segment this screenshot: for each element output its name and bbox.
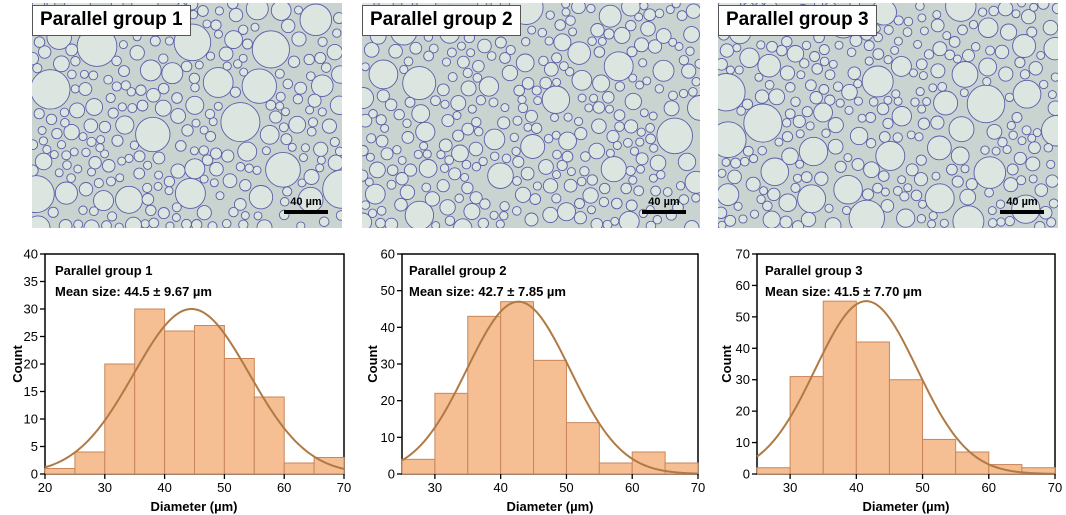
y-tick-label: 0 xyxy=(31,467,38,482)
x-tick-label: 70 xyxy=(1048,480,1062,495)
chart-subtitle: Mean size: 41.5 ± 7.70 µm xyxy=(765,284,922,299)
histogram-bar xyxy=(822,300,857,475)
y-axis-label: Count xyxy=(365,345,380,383)
x-axis-label: Diameter (µm) xyxy=(863,499,950,514)
histogram-chart-2: 30 40 50 60 70 0 10 20 30 40 50 60 Parallel group 2… xyxy=(365,247,705,515)
micrograph-label: Parallel group 1 xyxy=(32,5,191,36)
micrograph-3: Parallel group 3 40 µm xyxy=(718,3,1058,228)
y-tick-label: 60 xyxy=(736,278,750,293)
y-tick-label: 30 xyxy=(736,372,750,387)
chart-title: Parallel group 1 xyxy=(55,263,153,278)
scale-bar-line xyxy=(1000,210,1044,214)
histogram-chart-1: 20 30 40 50 60 70 0 5 10 15 20 25 30 35 40 Parallel gr… xyxy=(10,247,351,515)
y-tick-label: 70 xyxy=(736,247,750,262)
y-axis-label: Count xyxy=(719,345,734,383)
x-tick-label: 40 xyxy=(157,480,171,495)
x-tick-label: 70 xyxy=(691,480,705,495)
scale-bar-label: 40 µm xyxy=(290,196,322,208)
x-tick-label: 40 xyxy=(493,480,507,495)
x-axis-label: Diameter (µm) xyxy=(507,499,594,514)
y-tick-label: 10 xyxy=(24,412,38,427)
histogram-bar xyxy=(253,396,285,475)
x-tick-label: 30 xyxy=(98,480,112,495)
histogram-bar xyxy=(533,359,567,475)
chart-title: Parallel group 3 xyxy=(765,263,863,278)
scale-bar-label: 40 µm xyxy=(1006,196,1038,208)
y-tick-label: 20 xyxy=(381,393,395,408)
histogram-bar xyxy=(223,358,255,475)
y-tick-label: 30 xyxy=(24,302,38,317)
y-tick-label: 50 xyxy=(381,283,395,298)
y-tick-label: 40 xyxy=(736,341,750,356)
histogram-bar xyxy=(565,422,600,475)
scale-bar-label: 40 µm xyxy=(648,196,680,208)
y-tick-label: 0 xyxy=(388,467,395,482)
y-tick-label: 60 xyxy=(381,247,395,262)
scale-bar-line xyxy=(284,210,328,214)
y-tick-label: 20 xyxy=(736,404,750,419)
scale-bar-line xyxy=(642,210,686,214)
normal-fit-curve xyxy=(756,300,1056,475)
x-tick-label: 50 xyxy=(217,480,231,495)
histogram-bar xyxy=(467,315,502,475)
x-axis-label: Diameter (µm) xyxy=(151,499,238,514)
histogram-chart-3: 30 40 50 60 70 0 10 20 30 40 50 60 70 Parallel group… xyxy=(719,247,1062,515)
y-axis-label: Count xyxy=(10,345,25,383)
droplet-image xyxy=(718,3,1058,228)
micrograph-label: Parallel group 3 xyxy=(718,5,877,36)
micrograph-label: Parallel group 2 xyxy=(362,5,521,36)
x-tick-label: 50 xyxy=(915,480,929,495)
scale-bar: 40 µm xyxy=(284,196,328,214)
y-tick-label: 5 xyxy=(31,439,38,454)
y-tick-label: 30 xyxy=(381,357,395,372)
scale-bar: 40 µm xyxy=(1000,196,1044,214)
y-tick-label: 0 xyxy=(743,467,750,482)
histogram-bar xyxy=(664,462,699,475)
histogram-bar xyxy=(888,379,924,475)
histogram-bar xyxy=(756,467,791,475)
y-tick-label: 40 xyxy=(381,320,395,335)
y-tick-label: 15 xyxy=(24,384,38,399)
y-tick-label: 10 xyxy=(736,435,750,450)
x-tick-label: 60 xyxy=(625,480,639,495)
scale-bar: 40 µm xyxy=(642,196,686,214)
normal-fit-curve xyxy=(44,307,345,470)
histogram-bar xyxy=(955,451,990,475)
x-tick-label: 50 xyxy=(559,480,573,495)
x-tick-label: 70 xyxy=(337,480,351,495)
chart-subtitle: Mean size: 44.5 ± 9.67 µm xyxy=(55,284,212,299)
x-tick-label: 60 xyxy=(982,480,996,495)
droplet-image xyxy=(362,3,700,228)
x-tick-label: 30 xyxy=(428,480,442,495)
x-tick-label: 40 xyxy=(849,480,863,495)
chart-title: Parallel group 2 xyxy=(409,263,507,278)
y-tick-label: 40 xyxy=(24,247,38,262)
micrograph-1: Parallel group 1 40 µm xyxy=(32,3,342,228)
y-tick-label: 35 xyxy=(24,274,38,289)
x-tick-label: 30 xyxy=(783,480,797,495)
y-tick-label: 20 xyxy=(24,357,38,372)
histogram-bar xyxy=(789,376,824,475)
x-tick-label: 20 xyxy=(38,480,52,495)
y-tick-label: 25 xyxy=(24,329,38,344)
y-tick-label: 10 xyxy=(381,430,395,445)
chart-subtitle: Mean size: 42.7 ± 7.85 µm xyxy=(409,284,566,299)
droplet-image xyxy=(32,3,342,228)
x-tick-label: 60 xyxy=(277,480,291,495)
micrograph-2: Parallel group 2 40 µm xyxy=(362,3,700,228)
y-tick-label: 50 xyxy=(736,309,750,324)
histogram-bar xyxy=(434,392,469,475)
normal-fit-curve xyxy=(401,300,699,475)
histogram-bar xyxy=(855,341,890,475)
histogram-bar xyxy=(922,438,957,475)
